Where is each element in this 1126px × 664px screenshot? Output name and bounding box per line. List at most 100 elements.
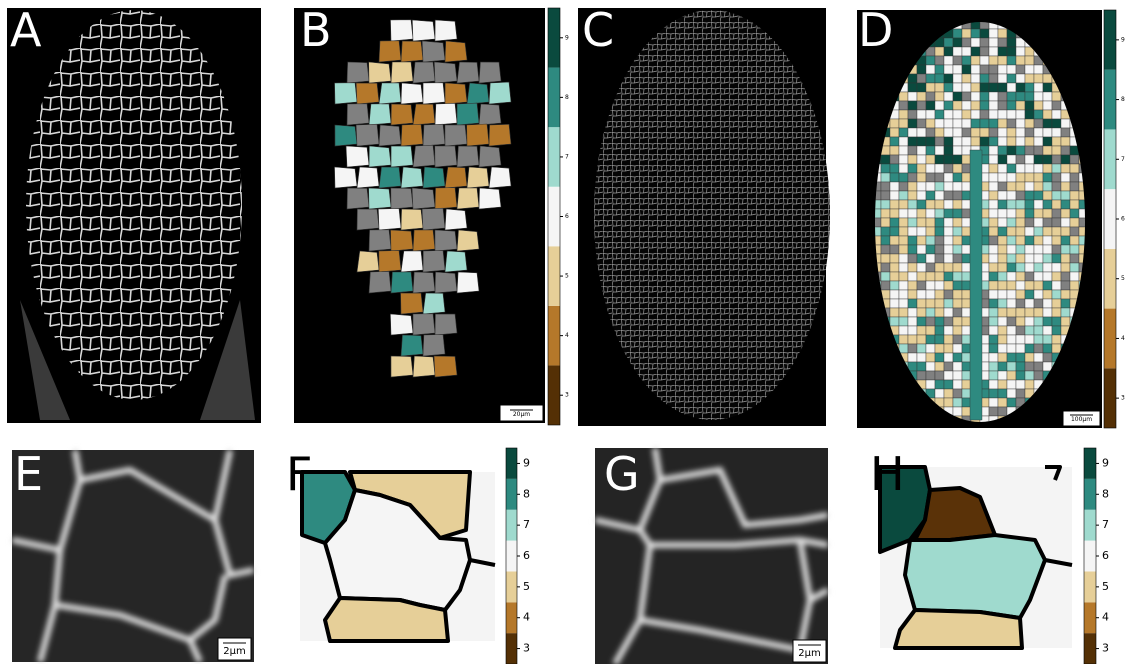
cell bbox=[953, 371, 962, 380]
cell bbox=[989, 272, 998, 281]
cell bbox=[1025, 173, 1034, 182]
cell bbox=[935, 317, 944, 326]
cell bbox=[1007, 218, 1016, 227]
cell bbox=[926, 182, 935, 191]
colorbar-tick-label: 4 bbox=[523, 611, 530, 624]
cell bbox=[953, 398, 962, 407]
cell bbox=[917, 353, 926, 362]
cell bbox=[962, 65, 971, 74]
cell bbox=[962, 128, 971, 137]
cell bbox=[971, 137, 980, 146]
cell bbox=[379, 125, 401, 146]
cell bbox=[944, 146, 953, 155]
cell bbox=[1043, 119, 1052, 128]
cell bbox=[479, 104, 501, 125]
cell bbox=[1016, 317, 1025, 326]
cell bbox=[953, 272, 962, 281]
cell bbox=[926, 335, 935, 344]
cell bbox=[962, 218, 971, 227]
cell bbox=[401, 209, 423, 230]
cell bbox=[1052, 227, 1061, 236]
cell bbox=[1025, 218, 1034, 227]
cell bbox=[944, 380, 953, 389]
cell bbox=[962, 407, 971, 416]
cell bbox=[899, 290, 908, 299]
colorbar-tick-label: 6 bbox=[1121, 216, 1125, 223]
cell bbox=[998, 263, 1007, 272]
cell bbox=[953, 65, 962, 74]
cell bbox=[1043, 83, 1052, 92]
cell bbox=[953, 137, 962, 146]
cell bbox=[1016, 56, 1025, 65]
cell bbox=[1007, 128, 1016, 137]
cell bbox=[971, 101, 980, 110]
cell bbox=[1007, 389, 1016, 398]
cell bbox=[908, 218, 917, 227]
panel-label: F bbox=[286, 447, 312, 501]
cell bbox=[1061, 155, 1070, 164]
cell bbox=[435, 146, 457, 167]
cell bbox=[935, 101, 944, 110]
colorbar: 3456789 bbox=[1104, 10, 1125, 428]
cell bbox=[998, 389, 1007, 398]
cell bbox=[917, 326, 926, 335]
cell bbox=[413, 314, 435, 335]
cell bbox=[998, 29, 1007, 38]
cell bbox=[1061, 263, 1070, 272]
cell bbox=[944, 299, 953, 308]
cell bbox=[935, 227, 944, 236]
cell bbox=[899, 200, 908, 209]
cell bbox=[935, 137, 944, 146]
cell bbox=[953, 110, 962, 119]
cell bbox=[935, 83, 944, 92]
cell bbox=[1016, 164, 1025, 173]
cell bbox=[489, 167, 511, 188]
cell bbox=[1007, 353, 1016, 362]
cell bbox=[1034, 290, 1043, 299]
cell bbox=[953, 146, 962, 155]
cell bbox=[1070, 209, 1079, 218]
cell bbox=[1052, 173, 1061, 182]
cell bbox=[434, 62, 457, 83]
cell bbox=[1016, 128, 1025, 137]
cell bbox=[908, 182, 917, 191]
cell bbox=[917, 227, 926, 236]
colorbar-tick-label: 9 bbox=[565, 34, 569, 41]
cell bbox=[998, 65, 1007, 74]
colorbar-tick-label: 5 bbox=[523, 580, 530, 593]
colorbar-tick-label: 5 bbox=[1102, 580, 1109, 593]
cell bbox=[1043, 200, 1052, 209]
cell bbox=[1043, 182, 1052, 191]
cell bbox=[926, 56, 935, 65]
colorbar-tick-label: 3 bbox=[1121, 395, 1125, 402]
cell bbox=[953, 128, 962, 137]
cell bbox=[980, 83, 989, 92]
cell bbox=[1061, 191, 1070, 200]
cell bbox=[917, 173, 926, 182]
cell bbox=[1061, 200, 1070, 209]
cell bbox=[899, 263, 908, 272]
colorbar-segment bbox=[548, 8, 560, 68]
cell bbox=[926, 344, 935, 353]
colorbar-segment bbox=[1084, 479, 1096, 510]
cell bbox=[1007, 65, 1016, 74]
cell bbox=[962, 56, 971, 65]
cell bbox=[917, 92, 926, 101]
cell bbox=[998, 254, 1007, 263]
cell bbox=[881, 281, 890, 290]
cell bbox=[1043, 254, 1052, 263]
cell bbox=[953, 191, 962, 200]
cell bbox=[989, 47, 998, 56]
cell bbox=[944, 137, 953, 146]
cell bbox=[962, 272, 971, 281]
cell bbox=[1034, 317, 1043, 326]
cell bbox=[890, 245, 899, 254]
cell bbox=[908, 344, 917, 353]
cell bbox=[1025, 371, 1034, 380]
cell bbox=[1052, 191, 1061, 200]
cell bbox=[989, 371, 998, 380]
cell bbox=[1061, 119, 1070, 128]
cell bbox=[1034, 191, 1043, 200]
cell bbox=[944, 254, 953, 263]
cell bbox=[944, 119, 953, 128]
